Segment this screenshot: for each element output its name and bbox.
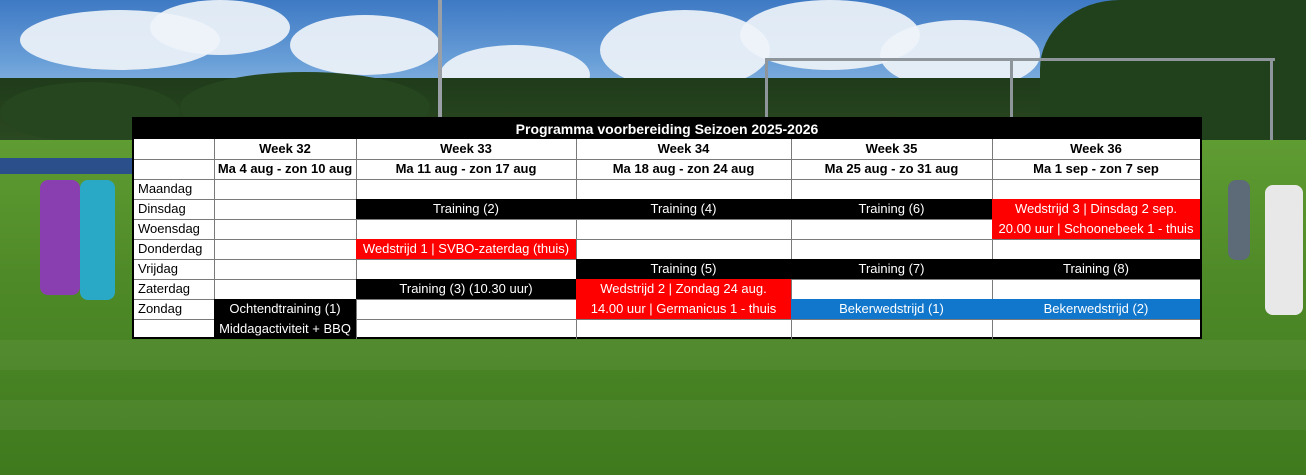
referee-figure xyxy=(80,180,115,300)
day-label: Donderdag xyxy=(138,241,203,256)
fence-post xyxy=(765,58,768,138)
match-cell: Wedstrijd 3 | Dinsdag 2 sep. xyxy=(992,199,1200,219)
week-range: Ma 18 aug - zon 24 aug xyxy=(612,161,755,176)
cup-match-cell: Bekerwedstrijd (2) xyxy=(992,299,1200,319)
training-cell: Ochtendtraining (1) xyxy=(214,299,356,319)
training-cell: Training (7) xyxy=(791,259,992,279)
week-header: Week 35 xyxy=(865,141,918,156)
day-label: Dinsdag xyxy=(138,201,186,216)
week-range: Ma 1 sep - zon 7 sep xyxy=(1033,161,1159,176)
cloud xyxy=(600,10,770,90)
week-range: Ma 25 aug - zo 31 aug xyxy=(824,161,959,176)
match-cell: 20.00 uur | Schoonebeek 1 - thuis xyxy=(992,219,1200,239)
match-cell: 14.00 uur | Germanicus 1 - thuis xyxy=(576,299,791,319)
fence-post xyxy=(1270,58,1273,208)
fence xyxy=(765,58,1275,131)
week-header: Week 33 xyxy=(440,141,492,156)
spectator-figure xyxy=(1228,180,1250,260)
training-cell: Training (3) (10.30 uur) xyxy=(356,279,576,299)
week-range: Ma 11 aug - zon 17 aug xyxy=(395,161,537,176)
day-label: Vrijdag xyxy=(138,261,178,276)
cup-match-cell: Bekerwedstrijd (1) xyxy=(791,299,992,319)
week-header: Week 32 xyxy=(259,141,311,156)
week-header: Week 34 xyxy=(657,141,710,156)
schedule-title: Programma voorbereiding Seizoen 2025-202… xyxy=(134,119,1200,139)
training-cell: Training (8) xyxy=(992,259,1200,279)
week-range: Ma 4 aug - zon 10 aug xyxy=(217,161,353,176)
match-cell: Wedstrijd 2 | Zondag 24 aug. xyxy=(576,279,791,299)
fence-post xyxy=(1010,58,1013,138)
training-cell: Training (4) xyxy=(576,199,791,219)
referee-figure xyxy=(40,180,80,295)
day-label: Zondag xyxy=(138,301,183,316)
day-label: Zaterdag xyxy=(138,281,191,296)
player-figure xyxy=(1265,185,1303,315)
light-pole xyxy=(438,0,442,120)
training-cell: Training (2) xyxy=(356,199,576,219)
day-label: Maandag xyxy=(138,181,193,196)
advertising-board xyxy=(0,158,135,174)
training-cell: Training (5) xyxy=(576,259,791,279)
day-label: Woensdag xyxy=(138,221,200,236)
week-header: Week 36 xyxy=(1070,141,1122,156)
activity-cell: Middagactiviteit + BBQ xyxy=(214,319,356,339)
match-cell: Wedstrijd 1 | SVBO-zaterdag (thuis) xyxy=(356,239,576,259)
training-cell: Training (6) xyxy=(791,199,992,219)
schedule-table: Programma voorbereiding Seizoen 2025-202… xyxy=(132,117,1202,339)
cloud xyxy=(150,0,290,55)
cloud xyxy=(290,15,440,75)
